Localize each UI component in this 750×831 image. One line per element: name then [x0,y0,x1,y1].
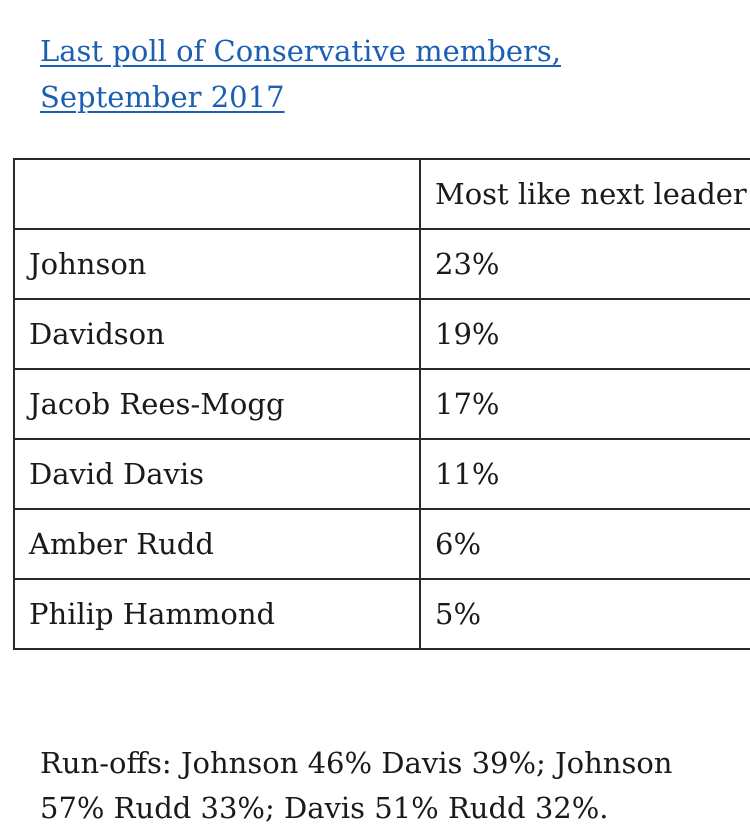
header-cell-likelihood: Most like next leader [419,158,750,230]
poll-heading-link[interactable]: Last poll of Conservative members, Septe… [40,34,561,114]
table-row: Philip Hammond 5% [13,578,750,650]
table-row: Davidson 19% [13,298,750,370]
table-row: David Davis 11% [13,438,750,510]
percentage-cell: 17% [419,368,750,440]
candidate-name-cell: Davidson [13,298,421,370]
candidate-name-cell: Jacob Rees-Mogg [13,368,421,440]
table-row: Johnson 23% [13,228,750,300]
table-row: Amber Rudd 6% [13,508,750,580]
runoffs-paragraph: Run-offs: Johnson 46% Davis 39%; Johnson… [40,746,673,825]
candidate-name-cell: Johnson [13,228,421,300]
percentage-cell: 23% [419,228,750,300]
table-header-row: Most like next leader [13,158,750,230]
candidate-name-cell: Philip Hammond [13,578,421,650]
percentage-cell: 5% [419,578,750,650]
percentage-cell: 11% [419,438,750,510]
candidate-name-cell: Amber Rudd [13,508,421,580]
header-cell-candidate [13,158,421,230]
poll-results-table: Most like next leader Johnson 23% Davids… [13,158,750,650]
percentage-cell: 19% [419,298,750,370]
candidate-name-cell: David Davis [13,438,421,510]
percentage-cell: 6% [419,508,750,580]
table-row: Jacob Rees-Mogg 17% [13,368,750,440]
